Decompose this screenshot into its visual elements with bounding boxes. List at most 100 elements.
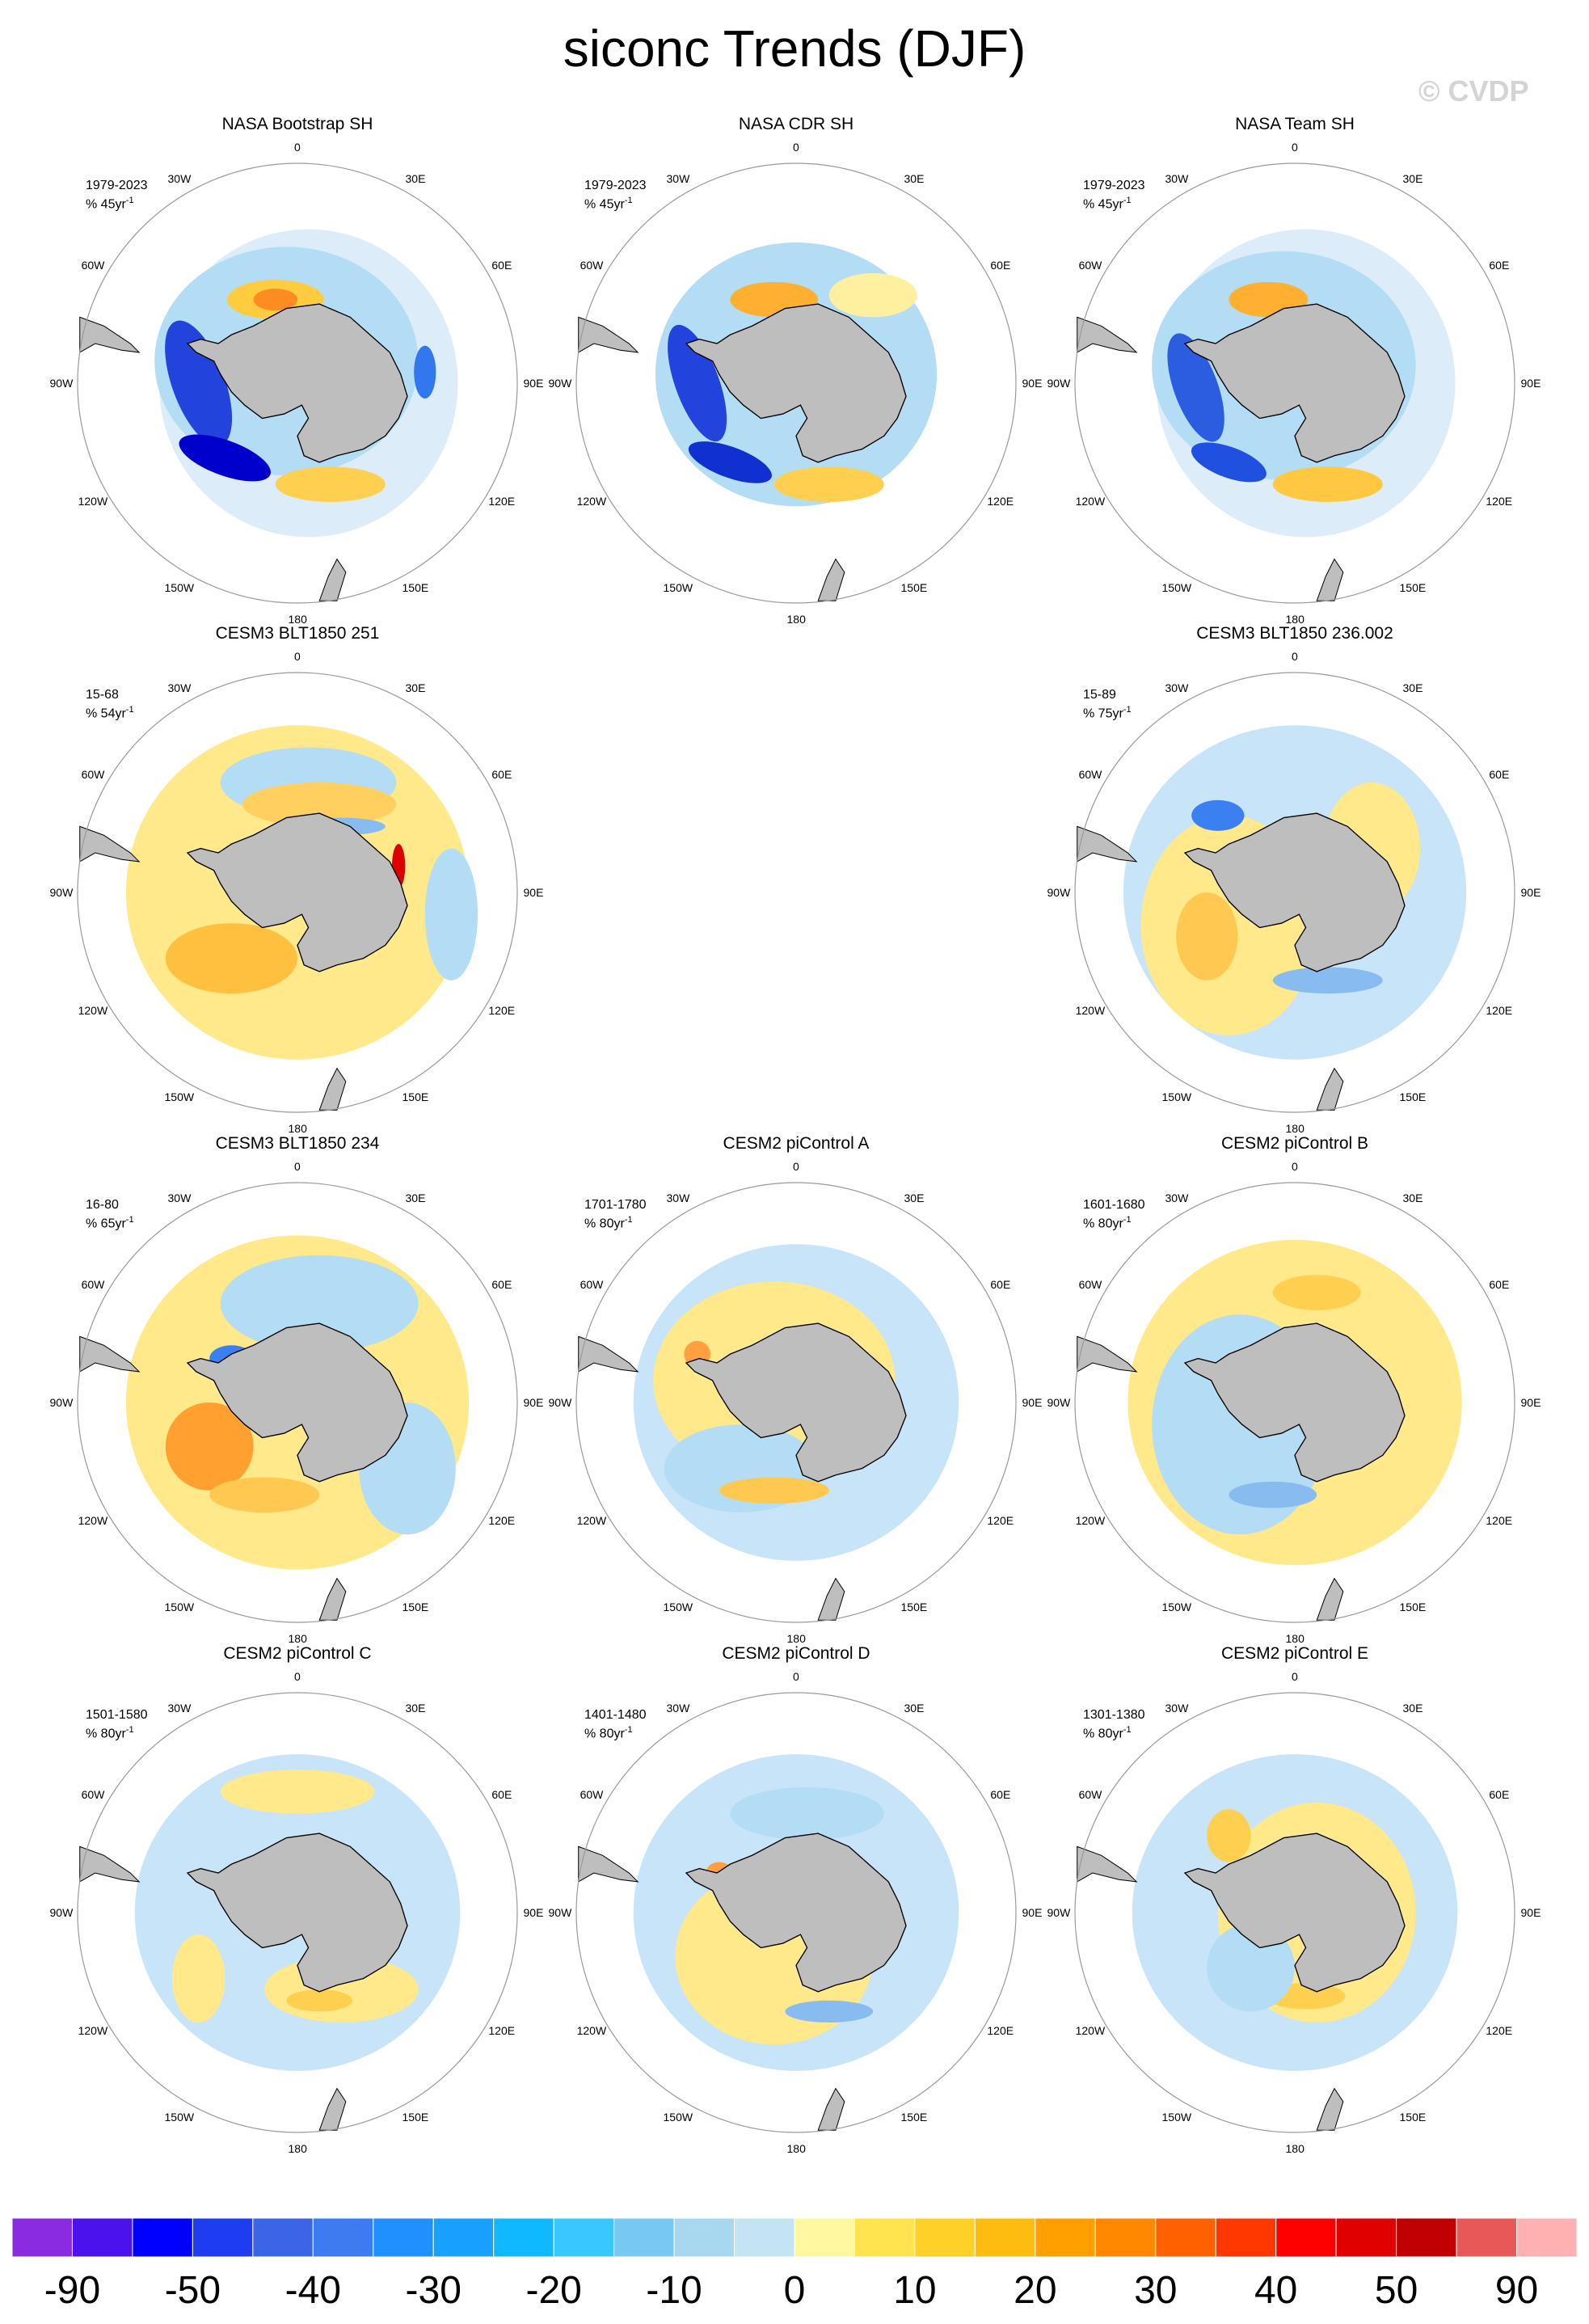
map-boundary (77, 1692, 518, 2133)
colorbar-swatch (373, 2218, 434, 2257)
period-label: 1301-1380% 80yr-1 (1083, 1708, 1145, 1741)
longitude-label: 180 (1285, 1632, 1304, 1645)
longitude-label: 30W (1165, 1192, 1189, 1205)
antarctica-landmass (685, 1833, 907, 1993)
longitude-label: 90W (1047, 1906, 1071, 1919)
longitude-label: 30E (405, 172, 426, 186)
longitude-label: 120W (576, 2024, 607, 2037)
colorbar-swatch (1035, 2218, 1096, 2257)
colorbar-swatch (914, 2218, 976, 2257)
trend-region (1176, 892, 1238, 981)
main-title: siconc Trends (DJF) (563, 19, 1026, 78)
trend-region (1191, 442, 1267, 483)
antarctica-landmass (685, 1322, 907, 1483)
south-america-landmass (1077, 1845, 1138, 1883)
period-label: 15-89% 75yr-1 (1083, 688, 1132, 721)
longitude-label: 120E (488, 495, 516, 508)
longitude-label: 60W (81, 259, 105, 272)
period-label: 1601-1680% 80yr-1 (1083, 1198, 1145, 1231)
trend-region (165, 320, 233, 446)
longitude-label: 120E (488, 2024, 516, 2037)
longitude-label: 60W (1078, 1278, 1102, 1291)
polar-map (1074, 1182, 1515, 1623)
trend-region (424, 848, 478, 981)
map-boundary (575, 1692, 1017, 2133)
longitude-label: 150E (402, 1600, 429, 1613)
map-boundary (575, 1182, 1017, 1623)
longitude-label: 30E (1402, 681, 1423, 695)
south-america-landmass (79, 825, 141, 863)
panel-title: CESM3 BLT1850 251 (215, 624, 380, 643)
period-label: 1701-1780% 80yr-1 (584, 1198, 647, 1231)
longitude-label: 90W (49, 1396, 74, 1409)
longitude-label: 0 (294, 650, 301, 663)
colorbar-swatch (71, 2218, 133, 2257)
polar-map (77, 1182, 518, 1623)
map-boundary (77, 162, 518, 604)
trend-region (253, 289, 297, 311)
longitude-label: 30W (167, 1192, 192, 1205)
trend-region (1272, 967, 1383, 994)
colorbar-tick-label: -20 (525, 2269, 582, 2312)
new-zealand-landmass (318, 558, 347, 601)
trend-region (165, 923, 297, 994)
colorbar (12, 2218, 1577, 2257)
antarctica-landmass (1183, 1322, 1406, 1483)
longitude-label: 150E (1399, 2110, 1427, 2124)
longitude-label: 60E (491, 259, 512, 272)
south-america-landmass (79, 1335, 141, 1373)
longitude-label: 120W (1075, 2024, 1106, 2037)
trend-region (1207, 1809, 1251, 1862)
colorbar-swatch (1456, 2218, 1518, 2257)
longitude-label: 60E (1489, 768, 1510, 781)
longitude-label: 30E (405, 1192, 426, 1205)
colorbar-swatch (192, 2218, 254, 2257)
colorbar-tick-label: -30 (405, 2269, 462, 2312)
colorbar-swatch (613, 2218, 675, 2257)
south-america-landmass (578, 1845, 639, 1883)
colorbar-swatch (553, 2218, 615, 2257)
panel-title: CESM2 piControl C (223, 1644, 372, 1663)
panel-title: CESM2 piControl D (722, 1644, 870, 1663)
panel-title: NASA Bootstrap SH (221, 115, 373, 133)
panel-title: NASA Team SH (1235, 115, 1355, 133)
polar-map (575, 1182, 1017, 1623)
map-boundary (1074, 672, 1515, 1113)
longitude-label: 150E (1399, 1090, 1427, 1103)
longitude-label: 90W (1047, 1396, 1071, 1409)
longitude-label: 0 (1292, 1160, 1298, 1173)
colorbar-swatch (12, 2218, 73, 2257)
longitude-label: 180 (1285, 2142, 1304, 2155)
longitude-label: 60W (81, 768, 105, 781)
period-label: 1979-2023% 45yr-1 (86, 179, 148, 212)
longitude-label: 150E (900, 580, 928, 594)
longitude-label: 180 (1285, 1122, 1304, 1135)
antarctica-landmass (186, 1322, 408, 1483)
longitude-label: 0 (1292, 1670, 1298, 1683)
longitude-label: 30E (904, 1702, 925, 1715)
map-boundary (77, 672, 518, 1113)
longitude-label: 150E (900, 1600, 928, 1613)
trend-region (414, 345, 436, 399)
panel-title: CESM3 BLT1850 236.002 (1196, 624, 1393, 643)
colorbar-swatch (794, 2218, 855, 2257)
longitude-label: 150W (1161, 1600, 1192, 1613)
colorbar-swatch (1094, 2218, 1157, 2257)
longitude-label: 60E (990, 1278, 1011, 1291)
longitude-label: 180 (786, 2142, 806, 2155)
trend-region (773, 466, 884, 502)
new-zealand-landmass (1316, 558, 1344, 601)
colorbar-tick-label: 20 (1014, 2269, 1057, 2312)
south-america-landmass (1077, 1335, 1138, 1373)
colorbar-swatch (1335, 2218, 1397, 2257)
antarctica-landmass (186, 303, 408, 463)
colorbar-tick-label: 10 (893, 2269, 937, 2312)
colorbar-swatch (1155, 2218, 1216, 2257)
longitude-label: 60W (580, 1278, 604, 1291)
colorbar-swatch (493, 2218, 554, 2257)
colorbar-swatch (432, 2218, 495, 2257)
map-boundary (77, 1182, 518, 1623)
period-label: 16-80% 65yr-1 (86, 1198, 134, 1231)
longitude-label: 150W (1161, 1090, 1192, 1103)
longitude-label: 150W (1161, 580, 1192, 594)
